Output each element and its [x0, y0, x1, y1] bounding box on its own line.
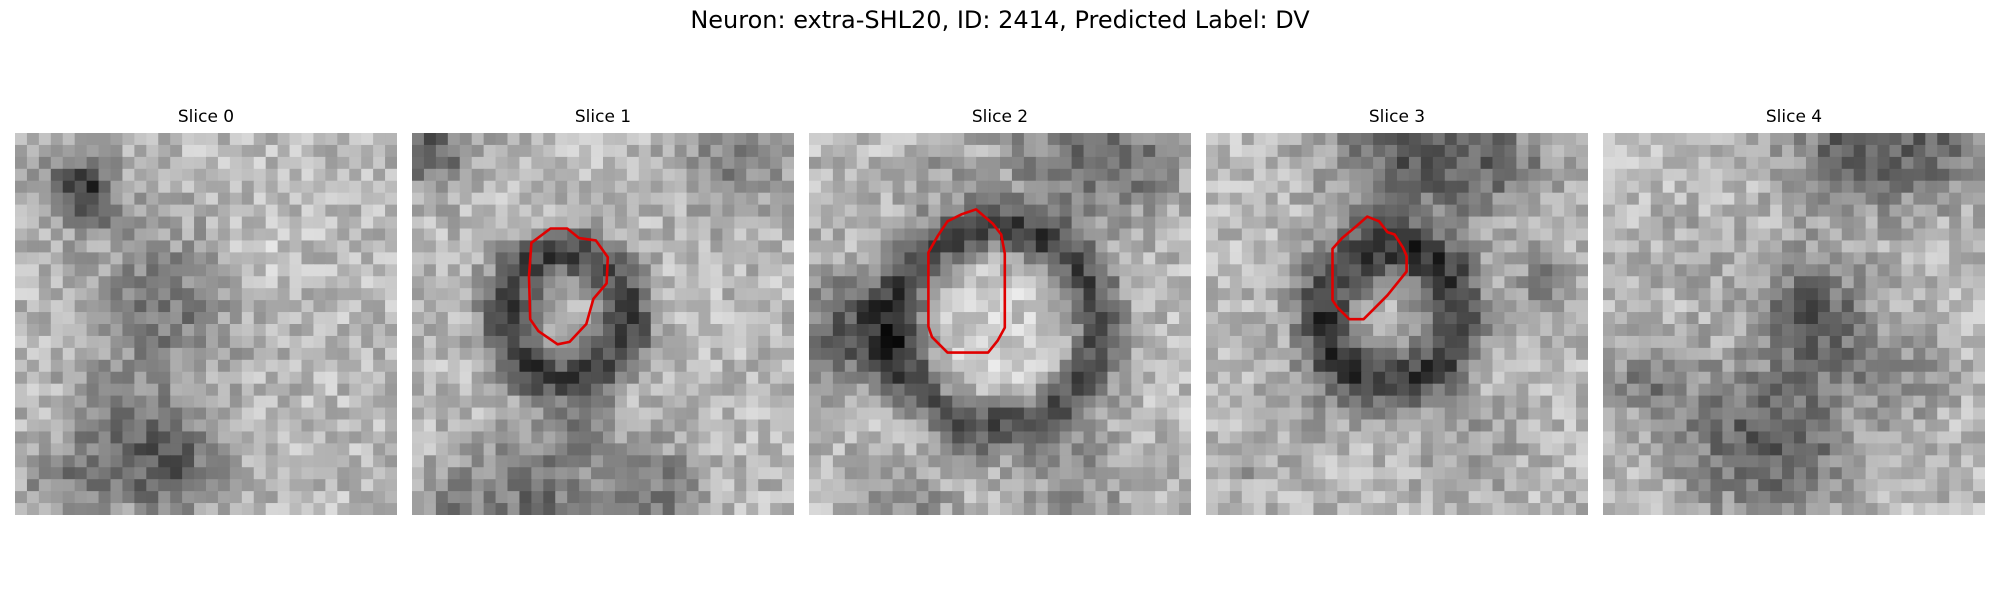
- segmentation-contour: [1331, 215, 1408, 321]
- slice-image-3: [1206, 133, 1588, 515]
- figure-title: Neuron: extra-SHL20, ID: 2414, Predicted…: [690, 6, 1310, 34]
- slice-image-1: [412, 133, 794, 515]
- slice-title: Slice 0: [177, 107, 235, 127]
- segmentation-contour: [927, 208, 1007, 354]
- slice-image-0: [15, 133, 397, 515]
- slice-title: Slice 3: [1368, 107, 1426, 127]
- slice-title: Slice 2: [971, 107, 1029, 127]
- segmentation-contour: [527, 227, 610, 346]
- slice-image-2: [809, 133, 1191, 515]
- slice-title: Slice 1: [574, 107, 632, 127]
- slice-title: Slice 4: [1765, 107, 1823, 127]
- slice-image-4: [1603, 133, 1985, 515]
